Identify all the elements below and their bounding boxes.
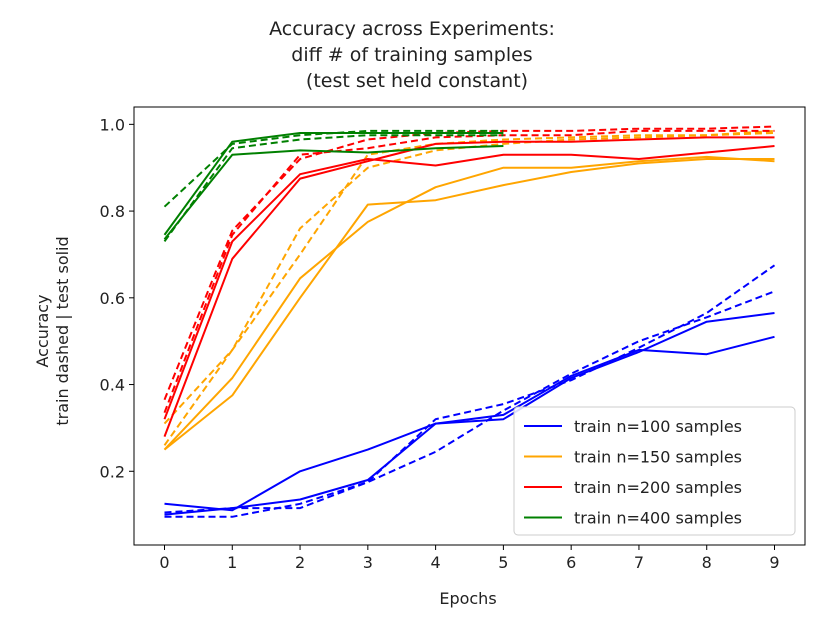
series-line-2-solid	[164, 312, 775, 516]
legend-entry-label: train n=150 samples	[574, 448, 742, 467]
y-tick-label: 1.0	[100, 115, 125, 134]
series-line-3-dashed	[164, 290, 775, 518]
x-tick-label: 4	[431, 553, 441, 572]
x-tick-label: 9	[769, 553, 779, 572]
series-line-10-solid	[163, 145, 775, 420]
series-line-16-dashed	[163, 134, 504, 242]
series-line-14-solid	[163, 132, 504, 236]
legend-entry-label: train n=100 samples	[574, 417, 742, 436]
x-tick-label: 2	[295, 553, 305, 572]
y-axis-label: Accuracy train dashed | test solid	[33, 236, 72, 425]
chart-title-line-1: Accuracy across Experiments:	[269, 18, 555, 40]
y-tick-label: 0.2	[100, 462, 125, 481]
x-axis-label: Epochs	[439, 589, 496, 608]
series-line-1-solid	[164, 335, 775, 512]
y-axis: 0.2 0.4 0.6 0.8 1.0	[100, 115, 134, 481]
x-tick-label: 3	[363, 553, 373, 572]
x-tick-label: 1	[227, 553, 237, 572]
x-tick-label: 6	[566, 553, 576, 572]
series-line-12-dashed	[163, 125, 775, 401]
series-line-6-solid	[163, 155, 775, 451]
legend-entry-label: train n=400 samples	[574, 509, 742, 528]
series-layer	[163, 125, 776, 518]
y-tick-label: 0.6	[100, 289, 125, 308]
x-axis: 0 1 2 3 4 5 6 7 8 9	[159, 545, 780, 572]
series-line-15-dashed	[163, 129, 504, 208]
series-line-8-dashed	[163, 129, 775, 425]
y-tick-label: 0.4	[100, 376, 125, 395]
series-line-13-solid	[163, 145, 504, 240]
y-axis-label-line-2: train dashed | test solid	[53, 236, 72, 425]
x-tick-label: 7	[634, 553, 644, 572]
series-line-9-solid	[163, 136, 775, 437]
x-tick-label: 8	[702, 553, 712, 572]
y-tick-label: 0.8	[100, 202, 125, 221]
legend: train n=100 samples train n=150 samples tr…	[513, 406, 796, 536]
legend-entry-label: train n=200 samples	[574, 478, 742, 497]
x-tick-label: 0	[159, 553, 169, 572]
series-line-4-dashed	[164, 264, 776, 514]
series-line-7-dashed	[163, 132, 775, 446]
chart-title-line-3: (test set held constant)	[305, 70, 529, 92]
series-line-5-solid	[163, 158, 775, 451]
chart-title-line-2: diff # of training samples	[291, 44, 533, 66]
series-line-11-dashed	[163, 129, 775, 414]
y-axis-label-line-1: Accuracy	[33, 294, 52, 367]
legend-box	[513, 406, 796, 536]
x-tick-label: 5	[498, 553, 508, 572]
plot-area-frame	[133, 106, 806, 546]
